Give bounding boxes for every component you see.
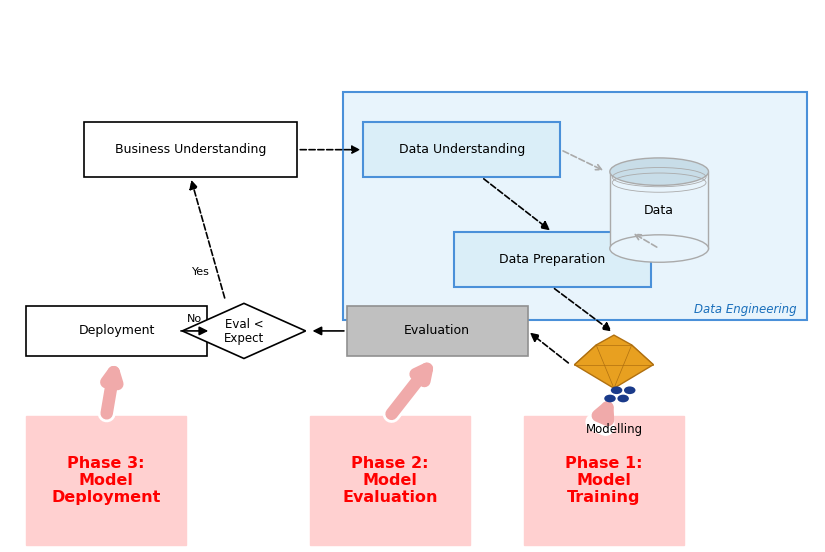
Text: Data Engineering: Data Engineering	[694, 302, 796, 316]
Polygon shape	[182, 304, 305, 358]
FancyBboxPatch shape	[26, 306, 207, 355]
Text: Data Understanding: Data Understanding	[398, 143, 525, 156]
FancyBboxPatch shape	[83, 122, 297, 177]
Text: Business Understanding: Business Understanding	[115, 143, 266, 156]
Text: Phase 3:
Model
Deployment: Phase 3: Model Deployment	[51, 456, 161, 506]
Text: Data Preparation: Data Preparation	[499, 253, 606, 266]
FancyBboxPatch shape	[346, 306, 528, 355]
Circle shape	[617, 395, 629, 402]
FancyBboxPatch shape	[342, 92, 807, 320]
Text: Modelling: Modelling	[586, 423, 643, 436]
FancyBboxPatch shape	[524, 416, 684, 545]
Text: Evaluation: Evaluation	[404, 325, 470, 337]
FancyBboxPatch shape	[363, 122, 560, 177]
Circle shape	[610, 386, 622, 394]
Ellipse shape	[610, 158, 709, 185]
Text: Data: Data	[644, 204, 674, 216]
FancyBboxPatch shape	[309, 416, 470, 545]
Text: Yes: Yes	[192, 267, 210, 277]
FancyBboxPatch shape	[26, 416, 186, 545]
Text: Eval <: Eval <	[224, 319, 263, 331]
Text: Phase 1:
Model
Training: Phase 1: Model Training	[565, 456, 643, 506]
Text: Expect: Expect	[224, 332, 264, 345]
Text: Phase 2:
Model
Evaluation: Phase 2: Model Evaluation	[342, 456, 437, 506]
Ellipse shape	[610, 235, 709, 262]
Circle shape	[604, 395, 615, 402]
Circle shape	[624, 386, 635, 394]
Bar	[610, 172, 709, 248]
Text: No: No	[187, 314, 202, 324]
FancyBboxPatch shape	[454, 232, 651, 287]
Polygon shape	[574, 335, 653, 388]
Text: Deployment: Deployment	[78, 325, 155, 337]
